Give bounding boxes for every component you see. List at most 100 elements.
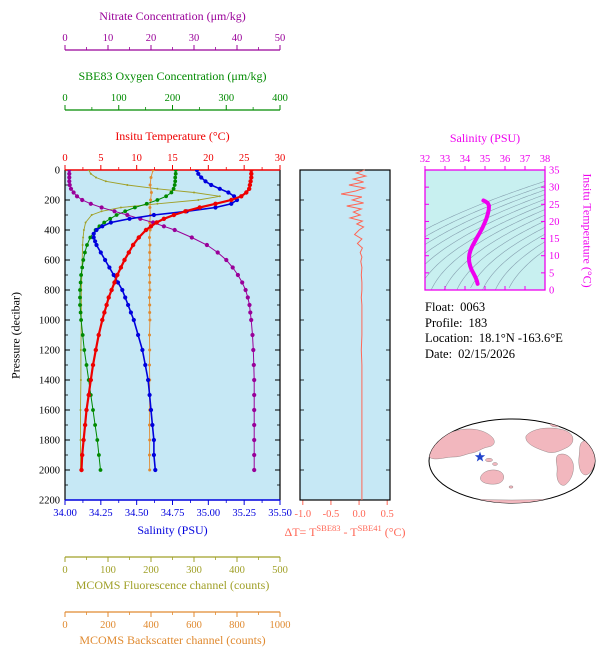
svg-text:30: 30	[189, 33, 200, 44]
svg-text:0: 0	[55, 166, 60, 177]
temperature-axis-label: Insitu Temperature (°C)	[115, 129, 230, 143]
date-label: Date:	[425, 346, 453, 361]
svg-text:38: 38	[540, 154, 551, 165]
world-map	[428, 418, 596, 504]
delta-t-label-post: (°C)	[381, 525, 406, 539]
svg-text:2200: 2200	[39, 496, 60, 507]
landmass-australia	[480, 469, 504, 485]
svg-text:1200: 1200	[39, 346, 60, 357]
svg-text:35: 35	[549, 166, 560, 177]
delta-t-label-pre: ΔT= T	[284, 525, 317, 539]
svg-text:1000: 1000	[270, 620, 291, 631]
svg-text:1000: 1000	[39, 316, 60, 327]
oxygen-axis-label: SBE83 Oxygen Concentration (μm/kg)	[78, 69, 267, 83]
main-profile-plot: 0200400600800100012001400160018002000220…	[39, 33, 292, 631]
float-id-row: Float: 0063	[425, 300, 563, 316]
svg-text:15: 15	[167, 153, 178, 164]
svg-text:200: 200	[143, 565, 159, 576]
temperature-curve	[79, 170, 254, 473]
landmass-philippines	[492, 462, 498, 466]
svg-text:5: 5	[98, 153, 103, 164]
delta-t-plot: -1.0 -0.5 0.0 0.5	[295, 169, 394, 520]
oxygen-curve	[78, 170, 178, 472]
svg-text:0: 0	[549, 286, 554, 297]
landmass-indonesia	[485, 458, 493, 462]
svg-text:20: 20	[203, 153, 214, 164]
svg-text:0.0: 0.0	[353, 509, 366, 520]
delta-t-label-sup2: SBE41	[357, 523, 382, 533]
landmass-south-america	[556, 453, 574, 486]
delta-t-axis-label: ΔT= TSBE83 - TSBE41 (°C)	[283, 523, 407, 540]
svg-text:25: 25	[549, 200, 560, 211]
float-value: 0063	[460, 300, 486, 314]
svg-text:50: 50	[275, 33, 286, 44]
float-location-star	[474, 451, 486, 462]
svg-text:800: 800	[229, 620, 245, 631]
svg-text:0.5: 0.5	[381, 509, 394, 520]
svg-text:36: 36	[500, 154, 511, 165]
svg-text:1400: 1400	[39, 376, 60, 387]
svg-text:35: 35	[480, 154, 491, 165]
pressure-axis-label: Pressure (decibar)	[8, 292, 23, 379]
svg-text:5: 5	[549, 268, 554, 279]
svg-text:0: 0	[62, 93, 67, 104]
svg-text:0: 0	[62, 153, 67, 164]
delta-t-label-mid: - T	[340, 525, 358, 539]
svg-text:34.00: 34.00	[53, 508, 77, 519]
svg-text:35.50: 35.50	[268, 508, 292, 519]
svg-text:20: 20	[549, 217, 560, 228]
svg-text:100: 100	[100, 565, 116, 576]
svg-text:100: 100	[111, 93, 127, 104]
date-value: 02/15/2026	[458, 346, 516, 361]
svg-text:1800: 1800	[39, 436, 60, 447]
location-row: Location: 18.1°N -163.6°E	[425, 331, 563, 347]
svg-text:-0.5: -0.5	[323, 509, 340, 520]
profile-value: 183	[468, 315, 488, 330]
svg-text:500: 500	[272, 565, 288, 576]
svg-text:40: 40	[232, 33, 243, 44]
svg-text:0: 0	[62, 620, 67, 631]
svg-text:2000: 2000	[39, 466, 60, 477]
svg-text:400: 400	[229, 565, 245, 576]
svg-text:25: 25	[239, 153, 250, 164]
svg-text:37: 37	[520, 154, 531, 165]
svg-text:400: 400	[272, 93, 288, 104]
svg-text:400: 400	[143, 620, 159, 631]
svg-text:200: 200	[44, 196, 60, 207]
date-row: Date: 02/15/2026	[425, 347, 563, 363]
location-value: 18.1°N -163.6°E	[478, 331, 563, 345]
ts-salinity-axis-label: Salinity (PSU)	[449, 131, 521, 145]
float-label: Float:	[425, 300, 455, 314]
svg-text:0: 0	[62, 33, 67, 44]
svg-text:33: 33	[440, 154, 451, 165]
svg-text:10: 10	[131, 153, 142, 164]
svg-text:800: 800	[44, 286, 60, 297]
svg-text:-1.0: -1.0	[295, 509, 312, 520]
landmass-north-america	[525, 427, 574, 453]
svg-text:10: 10	[103, 33, 114, 44]
float-info-panel: Float: 0063 Profile: 183 Location: 18.1°N -…	[425, 300, 563, 362]
location-label: Location:	[425, 331, 473, 345]
svg-text:20: 20	[146, 33, 157, 44]
profile-label: Profile:	[425, 315, 463, 330]
svg-text:35.00: 35.00	[197, 508, 221, 519]
svg-text:600: 600	[44, 256, 60, 267]
svg-text:600: 600	[186, 620, 202, 631]
svg-text:35.25: 35.25	[232, 508, 256, 519]
ts-curve	[467, 198, 491, 286]
svg-text:34.75: 34.75	[161, 508, 185, 519]
svg-text:30: 30	[549, 183, 560, 194]
ts-temperature-axis-label: Insitu Temperature (°C)	[580, 173, 595, 288]
svg-text:34.25: 34.25	[89, 508, 113, 519]
svg-text:34: 34	[460, 154, 471, 165]
svg-text:300: 300	[186, 565, 202, 576]
svg-text:10: 10	[549, 251, 560, 262]
svg-text:300: 300	[218, 93, 234, 104]
svg-text:0: 0	[62, 565, 67, 576]
delta-t-label-sup1: SBE83	[316, 523, 341, 533]
landmass-new-zealand	[508, 485, 514, 489]
fluorescence-axis-label: MCOMS Fluorescence channel (counts)	[75, 578, 270, 592]
salinity-axis-label: Salinity (PSU)	[137, 523, 208, 537]
